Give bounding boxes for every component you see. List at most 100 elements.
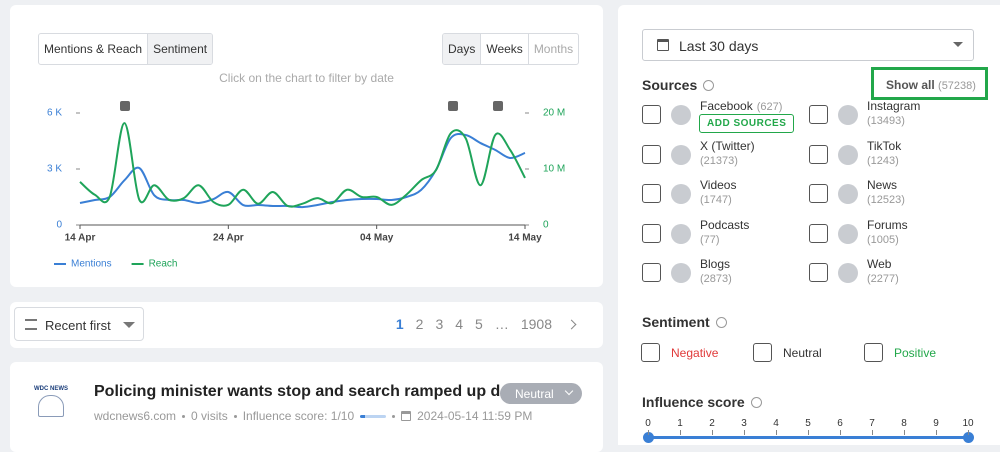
influence-tick-label: 2 bbox=[709, 418, 715, 429]
source-name: Videos bbox=[700, 178, 737, 192]
influence-tick bbox=[648, 430, 649, 435]
sentiment-checkbox[interactable] bbox=[753, 343, 772, 362]
sentiment-label: Neutral bbox=[515, 387, 554, 401]
toggle-option[interactable]: Sentiment bbox=[147, 34, 213, 64]
influence-tick bbox=[904, 430, 905, 435]
period-option[interactable]: Weeks bbox=[480, 34, 527, 64]
source-count: (2277) bbox=[867, 273, 899, 285]
series-line bbox=[79, 133, 526, 209]
influence-tick bbox=[744, 430, 745, 435]
y2-tick-label: 10 M bbox=[543, 164, 565, 175]
calendar-icon bbox=[401, 411, 412, 421]
dot bbox=[182, 414, 186, 418]
period-option[interactable]: Days bbox=[443, 34, 481, 64]
page-link[interactable]: 2 bbox=[415, 316, 424, 332]
source-count: (12523) bbox=[867, 194, 905, 206]
date-range-label: Last 30 days bbox=[679, 38, 759, 54]
source-count: (1005) bbox=[867, 233, 899, 246]
source-label: TikTok (1243) bbox=[867, 139, 901, 169]
page-link[interactable]: 5 bbox=[475, 316, 483, 332]
source-icon bbox=[838, 105, 858, 125]
slider-handle[interactable] bbox=[643, 432, 654, 443]
chart[interactable]: 0 3 K 6 K 0 10 M 20 M 14 Apr 24 Apr 04 May 14 May… bbox=[10, 5, 603, 287]
info-icon bbox=[715, 317, 727, 328]
date-range-dropdown[interactable]: Last 30 days bbox=[642, 29, 974, 61]
source-name: Forums bbox=[867, 217, 908, 232]
show-all-button[interactable]: Show all (57238) bbox=[871, 67, 988, 100]
influence-tick-label: 7 bbox=[869, 418, 875, 429]
x-tick-label: 04 May bbox=[360, 233, 394, 244]
calendar-icon bbox=[657, 39, 669, 51]
source-checkbox[interactable] bbox=[809, 105, 828, 124]
period-toggle[interactable]: Days Weeks Months bbox=[442, 33, 580, 65]
source-icon bbox=[671, 263, 691, 283]
source-checkbox[interactable] bbox=[642, 223, 661, 243]
sentiment-title: Sentiment bbox=[642, 314, 727, 330]
source-count: (21373) bbox=[700, 154, 738, 167]
source-label: Podcasts (77) bbox=[700, 218, 749, 248]
source-icon bbox=[671, 184, 691, 204]
next-page[interactable] bbox=[566, 319, 577, 330]
influence-title: Influence score bbox=[642, 394, 762, 410]
source-label: Forums (1005) bbox=[867, 218, 908, 248]
add-sources-button[interactable]: ADD SOURCES bbox=[699, 114, 795, 133]
alert-marker bbox=[493, 101, 503, 111]
chart-hint: Click on the chart to filter by date bbox=[219, 71, 394, 85]
y2-tick-label: 0 bbox=[543, 220, 549, 231]
sort-dropdown[interactable]: Recent first bbox=[14, 307, 144, 341]
page-link[interactable]: 1908 bbox=[520, 316, 552, 332]
source-count: (627) bbox=[756, 101, 783, 113]
source-name: X (Twitter) bbox=[700, 138, 755, 153]
source-checkbox[interactable] bbox=[642, 263, 661, 282]
influence-tick bbox=[680, 430, 681, 435]
sentiment-checkbox[interactable] bbox=[641, 343, 660, 362]
source-checkbox[interactable] bbox=[809, 144, 828, 164]
article-source[interactable]: wdcnews6.com bbox=[94, 409, 177, 423]
list-controls: Recent first 1 2 3 4 5 … 1908 bbox=[10, 302, 603, 348]
page-link[interactable]: 4 bbox=[455, 316, 464, 332]
source-label: News (12523) bbox=[867, 178, 905, 208]
source-checkbox[interactable] bbox=[642, 105, 661, 124]
sentiment-label: Negative bbox=[671, 346, 719, 360]
slider-handle[interactable] bbox=[963, 432, 974, 443]
influence-tick-label: 8 bbox=[901, 418, 907, 429]
influence-tick bbox=[968, 430, 969, 435]
sentiment-title-text: Sentiment bbox=[642, 314, 710, 330]
influence-tick bbox=[840, 430, 841, 435]
source-checkbox[interactable] bbox=[809, 184, 828, 203]
article-date: 2024-05-14 11:59 PM bbox=[417, 409, 533, 423]
x-tick-label: 14 Apr bbox=[65, 233, 96, 244]
period-option[interactable]: Months bbox=[527, 34, 578, 64]
sources-title: Sources bbox=[642, 77, 715, 93]
y-tick-label: 6 K bbox=[47, 108, 62, 119]
show-all-label: Show all bbox=[886, 78, 935, 92]
legend-label: Mentions bbox=[71, 259, 112, 270]
logo-building bbox=[38, 395, 64, 417]
show-all-count: (57238) bbox=[938, 80, 976, 92]
page-link[interactable]: … bbox=[494, 316, 509, 332]
source-count: (77) bbox=[700, 233, 720, 246]
source-checkbox[interactable] bbox=[642, 144, 661, 164]
sentiment-checkbox[interactable] bbox=[864, 343, 883, 362]
influence-tick bbox=[872, 430, 873, 435]
y2-tick-label: 20 M bbox=[543, 108, 565, 119]
x-tick-label: 24 Apr bbox=[213, 233, 244, 244]
influence-tick bbox=[712, 430, 713, 435]
source-checkbox[interactable] bbox=[809, 263, 828, 282]
caret bbox=[123, 322, 135, 334]
article-visits: 0 visits bbox=[191, 409, 228, 423]
source-name: News bbox=[867, 178, 898, 192]
metric-toggle[interactable]: Mentions & Reach Sentiment bbox=[38, 33, 214, 65]
article-card: WDC NEWS Policing minister wants stop an… bbox=[10, 362, 603, 452]
page-link[interactable]: 3 bbox=[435, 316, 444, 332]
page-link[interactable]: 1 bbox=[395, 316, 404, 332]
source-checkbox[interactable] bbox=[642, 184, 661, 203]
influence-slider-track[interactable] bbox=[648, 436, 968, 439]
source-count: (13493) bbox=[867, 115, 905, 127]
source-checkbox[interactable] bbox=[809, 223, 828, 243]
article-title[interactable]: Policing minister wants stop and search … bbox=[94, 383, 514, 400]
source-icon bbox=[838, 223, 858, 244]
sentiment-pill[interactable]: Neutral bbox=[500, 383, 582, 404]
influence-tick-label: 3 bbox=[741, 418, 747, 429]
toggle-option[interactable]: Mentions & Reach bbox=[44, 42, 143, 56]
